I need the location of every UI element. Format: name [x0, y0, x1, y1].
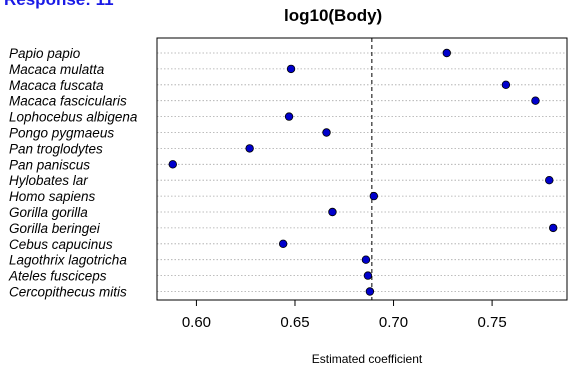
data-point: [545, 175, 554, 185]
x-tick-label: 0.60: [182, 314, 211, 331]
species-label: Macaca fascicularis: [9, 94, 127, 109]
data-point: [442, 48, 451, 58]
species-label: Cebus capucinus: [9, 237, 113, 252]
species-label: Hylobates lar: [9, 173, 88, 188]
plot-frame: [156, 37, 568, 301]
species-label: Homo sapiens: [9, 189, 96, 204]
data-point: [365, 287, 375, 296]
data-point: [278, 239, 288, 248]
x-axis-label: Estimated coefficient: [312, 352, 423, 366]
data-point: [501, 80, 511, 89]
data-point: [363, 271, 373, 280]
data-point: [286, 64, 296, 74]
species-label: Pan paniscus: [9, 157, 90, 172]
species-label: Gorilla beringei: [9, 221, 101, 236]
species-label: Macaca fuscata: [9, 78, 104, 93]
species-label: Ateles fusciceps: [8, 269, 107, 284]
data-point: [369, 191, 379, 201]
data-point: [322, 128, 331, 137]
species-label: Papio papio: [9, 46, 81, 61]
data-point: [168, 160, 177, 169]
data-point: [361, 255, 371, 264]
species-label: Cercopithecus mitis: [9, 285, 127, 300]
data-point: [245, 144, 254, 153]
data-point: [328, 207, 337, 217]
data-point: [531, 96, 540, 105]
species-label: Gorilla gorilla: [9, 205, 88, 220]
data-point: [284, 112, 294, 121]
chart-title: log10(Body): [284, 6, 383, 25]
species-label: Pan troglodytes: [9, 141, 103, 156]
species-label: Lophocebus albigena: [9, 110, 138, 125]
x-tick-label: 0.65: [280, 314, 309, 331]
response-label: Response: 11: [4, 0, 114, 10]
data-point: [549, 223, 558, 233]
x-tick-label: 0.70: [379, 314, 408, 331]
species-label: Pongo pygmaeus: [9, 126, 114, 141]
x-tick-label: 0.75: [477, 314, 506, 331]
species-label: Lagothrix lagotricha: [9, 253, 127, 268]
species-label: Macaca mulatta: [9, 62, 105, 77]
